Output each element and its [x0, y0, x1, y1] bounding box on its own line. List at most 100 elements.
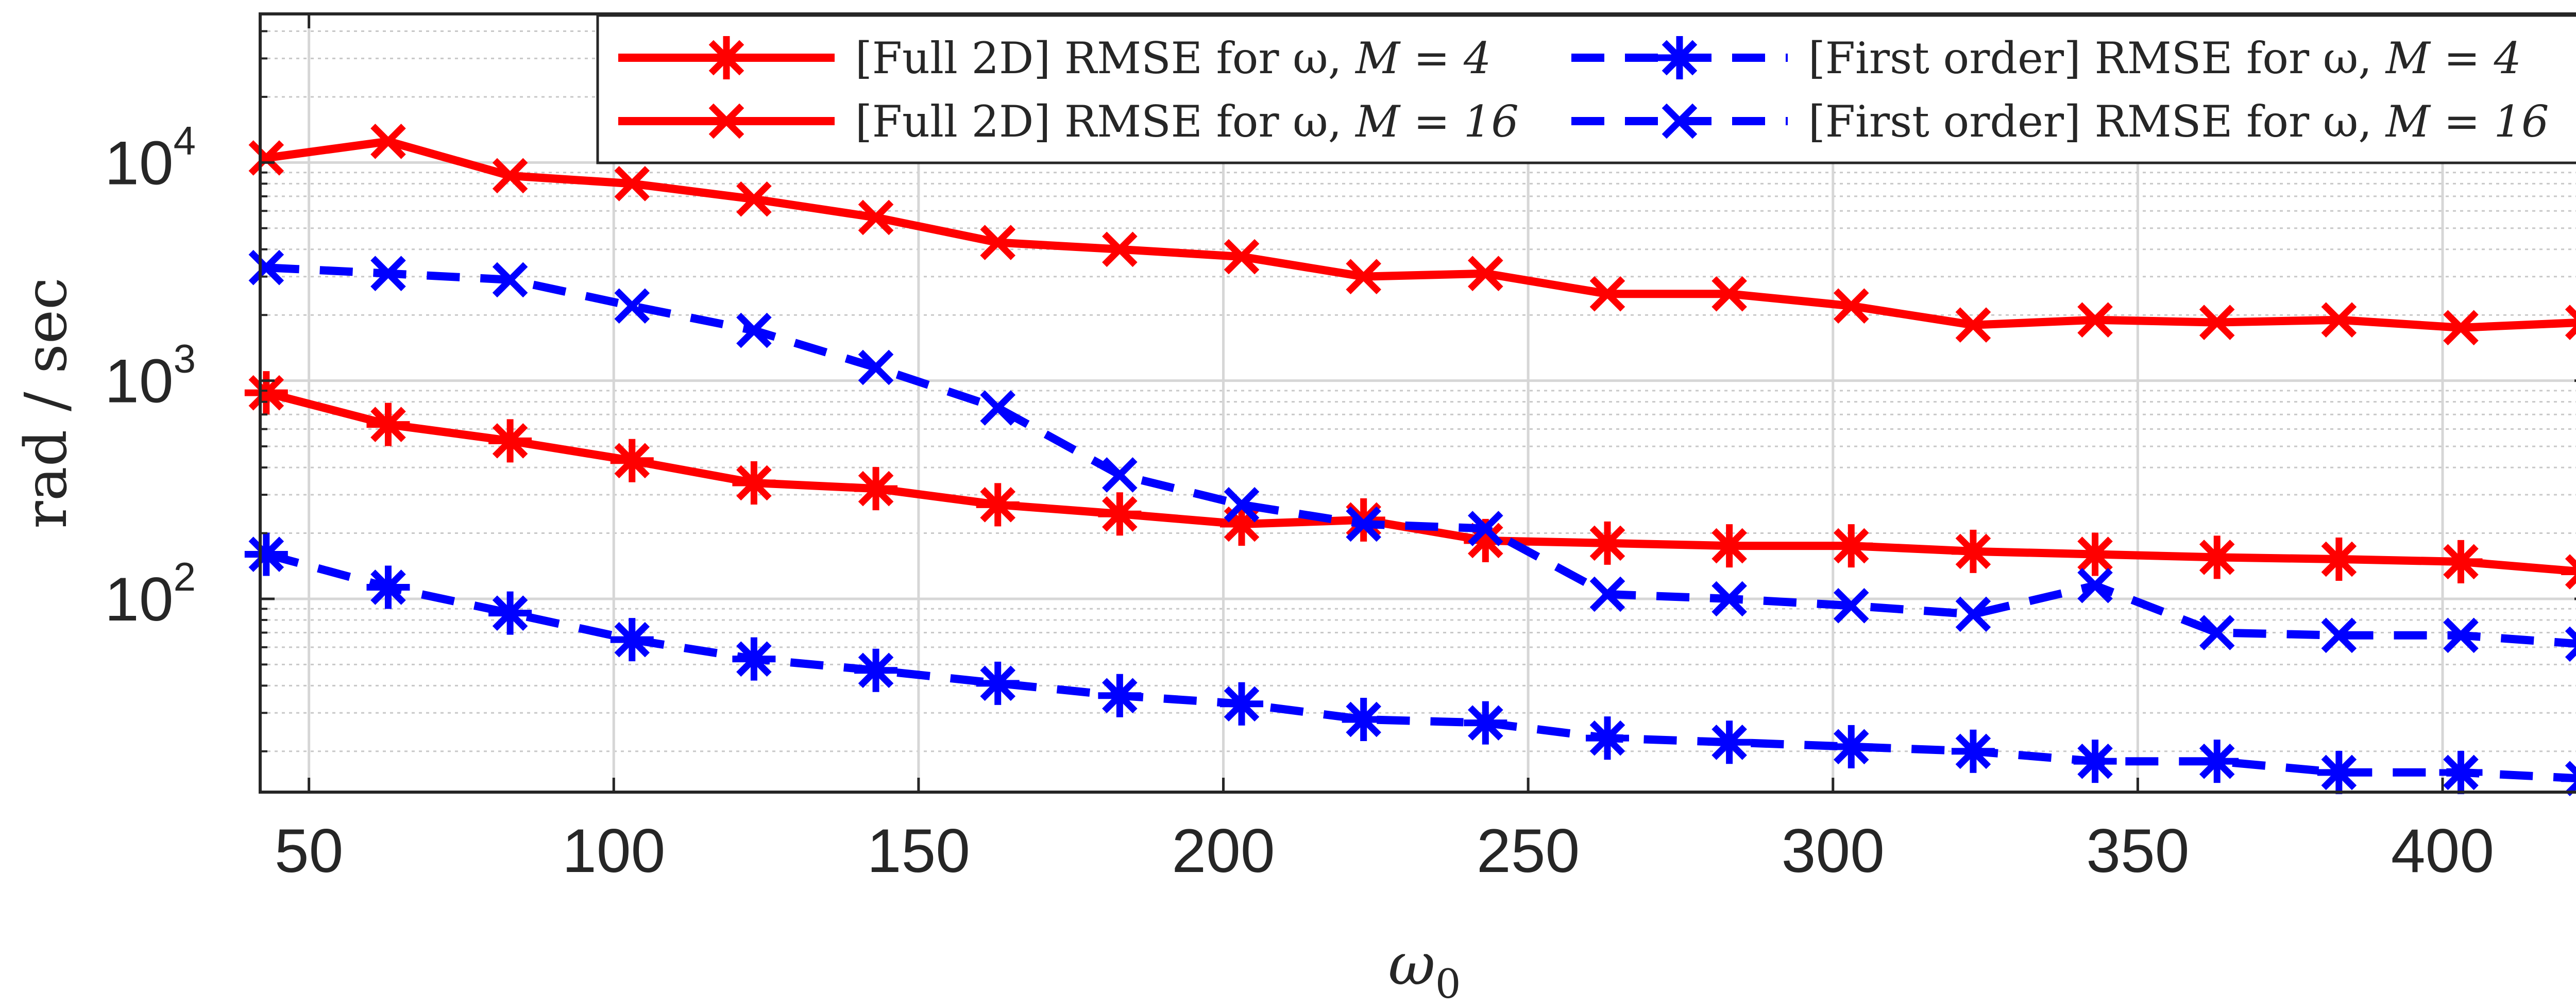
legend-label: [First order] RMSE for ω, M = 16	[1808, 96, 2549, 147]
x-axis-label: ω0	[1388, 931, 1461, 1003]
data-point	[980, 225, 1016, 260]
data-point	[610, 618, 654, 662]
data-point	[2195, 535, 2239, 579]
plot-frame	[259, 12, 2576, 794]
data-point	[1468, 256, 1503, 291]
x-axis-label-subscript: 0	[1435, 961, 1461, 1003]
axis-ticks: 102 103 104 50 100 150 200 250 300 350 400	[105, 14, 2576, 885]
data-point	[610, 439, 654, 482]
data-point	[1224, 239, 1260, 275]
data-point	[858, 349, 894, 385]
data-point	[1833, 288, 1869, 324]
data-point	[2317, 750, 2361, 794]
series-3	[244, 532, 2576, 796]
legend: [Full 2D] RMSE for ω, M = 4 [First order]…	[596, 14, 2576, 164]
data-point	[2439, 750, 2483, 794]
series-group	[244, 124, 2576, 796]
data-point	[1585, 521, 1629, 565]
x-axis-label-symbol: ω	[1388, 931, 1435, 998]
data-point	[488, 591, 532, 635]
data-point	[732, 461, 776, 505]
data-point	[1464, 701, 1507, 745]
data-point	[248, 249, 284, 286]
data-point	[248, 140, 284, 176]
series-line	[266, 263, 2576, 648]
data-point	[2077, 567, 2113, 603]
data-point	[1468, 511, 1503, 546]
y-tick-label: 103	[105, 336, 196, 416]
data-point	[2565, 626, 2576, 662]
data-point	[732, 637, 776, 681]
data-point	[2195, 740, 2239, 783]
data-point	[2561, 554, 2576, 590]
data-point	[2199, 615, 2235, 650]
x-tick-label: 200	[1172, 816, 1275, 885]
y-tick-label: 104	[105, 118, 196, 197]
data-point	[492, 262, 528, 298]
legend-marker	[1662, 103, 1698, 139]
legend-entry: [Full 2D] RMSE for ω, M = 4	[618, 33, 1491, 83]
data-point	[1342, 697, 1385, 741]
legend-marker	[1658, 36, 1701, 79]
data-point	[858, 199, 894, 236]
data-point	[1829, 725, 1873, 768]
data-point	[1833, 588, 1869, 624]
data-point	[1711, 276, 1747, 312]
legend-label: [Full 2D] RMSE for ω, M = 16	[855, 96, 1519, 147]
data-point	[244, 532, 288, 576]
data-point	[854, 467, 898, 511]
legend-label: [Full 2D] RMSE for ω, M = 4	[855, 33, 1491, 83]
data-point	[1224, 487, 1260, 523]
data-point	[2321, 302, 2357, 338]
x-tick-label: 100	[562, 816, 665, 885]
legend-entry: [Full 2D] RMSE for ω, M = 16	[618, 96, 1519, 147]
data-point	[370, 256, 406, 291]
data-point	[1346, 259, 1381, 294]
legend-label: [First order] RMSE for ω, M = 4	[1808, 33, 2521, 83]
data-point	[736, 312, 772, 348]
legend-marker	[705, 36, 748, 79]
data-point	[2443, 617, 2479, 653]
x-tick-label: 150	[867, 816, 970, 885]
data-point	[976, 661, 1020, 705]
y-axis-label: rad / sec	[13, 277, 80, 528]
data-point	[854, 648, 898, 692]
data-point	[736, 181, 772, 217]
x-tick-label: 300	[1782, 816, 1885, 885]
data-point	[2073, 740, 2117, 783]
data-point	[488, 419, 532, 463]
data-point	[614, 288, 650, 324]
data-point	[1589, 276, 1625, 312]
series-1	[244, 371, 2576, 590]
legend-entry: [First order] RMSE for ω, M = 16	[1571, 96, 2549, 147]
data-point	[2565, 305, 2576, 340]
legend-entry: [First order] RMSE for ω, M = 4	[1571, 33, 2521, 83]
data-point	[2317, 537, 2361, 581]
data-point	[2073, 532, 2117, 576]
data-point	[366, 403, 410, 446]
data-point	[1829, 524, 1873, 568]
series-line	[265, 137, 2576, 332]
data-point	[244, 371, 288, 415]
data-point	[2443, 310, 2479, 346]
data-point	[370, 124, 406, 159]
data-point	[2199, 305, 2235, 340]
data-point	[1098, 492, 1142, 536]
data-point	[2561, 761, 2576, 796]
data-point	[366, 565, 410, 609]
x-tick-label: 50	[275, 816, 343, 885]
data-point	[1102, 231, 1138, 267]
y-tick-label: 102	[105, 554, 196, 634]
x-tick-label: 250	[1477, 816, 1580, 885]
data-point	[980, 390, 1016, 426]
data-point	[1707, 524, 1751, 568]
data-point	[1585, 716, 1629, 760]
data-point	[1098, 674, 1142, 717]
data-point	[1711, 581, 1747, 617]
data-point	[1955, 596, 1991, 632]
series-2	[248, 124, 2576, 346]
data-point	[2077, 302, 2113, 338]
x-tick-label: 400	[2391, 816, 2494, 885]
data-point	[1955, 307, 1991, 343]
